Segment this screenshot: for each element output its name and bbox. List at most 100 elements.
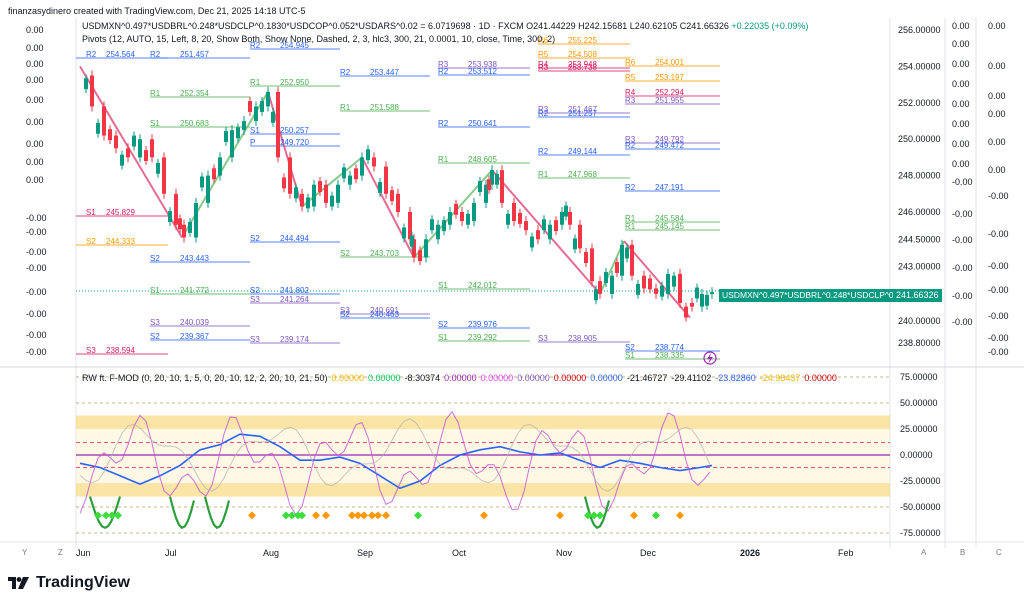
pivot-level-name: R2 xyxy=(625,183,636,192)
osc-green-marker xyxy=(282,511,290,520)
scale-a-button[interactable]: A xyxy=(921,548,927,557)
pivot-level-name: R4 xyxy=(625,88,636,97)
right-scale-value: 0.00 xyxy=(952,79,970,89)
symbol-title[interactable]: USDMXN^0.497*USDBRL^0.248*USDCLP^0.1830*… xyxy=(82,21,524,31)
candle-body xyxy=(248,100,252,112)
scale-y-button[interactable]: Y xyxy=(22,548,28,557)
tradingview-brand: TradingView xyxy=(8,574,130,592)
pivot-level-name: R5 xyxy=(625,73,636,82)
osc-tick: -75.00000 xyxy=(900,528,941,538)
candle-body xyxy=(242,121,246,131)
rw-title[interactable]: RW ft. F-MOD (0, 20, 10, 1, 5, 0, 20, 10… xyxy=(82,373,328,383)
left-scale-value: -0.00 xyxy=(26,330,47,340)
candle-body xyxy=(625,247,629,259)
candle-body xyxy=(144,150,148,162)
candle-body xyxy=(312,184,316,207)
right-scale-value-2: -0.00 xyxy=(988,333,1009,343)
candle-body xyxy=(666,273,670,294)
pivot-level-name: R2 xyxy=(538,147,549,156)
scale-z-button[interactable]: Z xyxy=(58,548,63,557)
candle-body xyxy=(442,220,446,232)
candle-body xyxy=(672,275,676,287)
right-scale-value-2: 0.00 xyxy=(988,61,1006,71)
price-tick: 243.00000 xyxy=(898,262,941,272)
candle-body xyxy=(90,75,94,107)
candle-body xyxy=(548,224,552,240)
rw-value: -21.46727 xyxy=(626,373,668,383)
candle-body xyxy=(490,170,494,185)
candle-body xyxy=(518,212,522,224)
pivots-legend[interactable]: Pivots (12, AUTO, 15, Left, 8, 20, Show … xyxy=(82,34,556,44)
pivot-level-name: S3 xyxy=(250,335,260,344)
pivot-level-value: 238.335 xyxy=(655,351,684,360)
pivot-level-name: R3 xyxy=(538,105,549,114)
candle-body xyxy=(560,212,564,225)
osc-tick: -50.00000 xyxy=(900,502,941,512)
candle-body xyxy=(360,157,364,176)
candle-body xyxy=(390,190,394,202)
candle-body xyxy=(402,227,406,239)
candle-body xyxy=(138,139,142,158)
left-scale-value: -0.00 xyxy=(26,309,47,319)
candle-body xyxy=(224,131,228,142)
candle-body xyxy=(573,238,577,250)
right-scale-value: 0.00 xyxy=(952,159,970,169)
pivot-level-value: 238.594 xyxy=(106,346,135,355)
osc-tick: 50.00000 xyxy=(900,398,938,408)
pivot-level-value: 254.508 xyxy=(568,50,597,59)
candle-body xyxy=(96,122,100,134)
candle-body xyxy=(412,239,416,258)
right-scale-value-2: 0.00 xyxy=(988,165,1006,175)
candle-body xyxy=(448,212,452,225)
rw-value: -29.41102 xyxy=(671,373,712,383)
osc-orange-marker xyxy=(368,511,376,520)
pivot-level-name: S1 xyxy=(86,208,96,217)
osc-green-marker xyxy=(108,511,116,520)
candle-body xyxy=(294,187,298,199)
candle-body xyxy=(484,184,488,203)
scale-c-button[interactable]: C xyxy=(996,548,1002,557)
candle-body xyxy=(200,176,204,188)
rw-value: 0.00000 xyxy=(331,373,365,383)
scale-b-button[interactable]: B xyxy=(960,548,966,557)
osc-mid-band xyxy=(76,429,890,484)
pivot-level-name: S1 xyxy=(625,351,635,360)
osc-green-hook xyxy=(203,496,231,530)
pivot-level-value: 254.945 xyxy=(280,41,309,50)
pivot-labels-layer: R2 254.564 R2 251.457 R2 254.945 R1 252.354 R1 25… xyxy=(86,36,684,360)
pivot-level-value: 243.443 xyxy=(180,254,209,263)
pivot-level-name: S3 xyxy=(340,306,350,315)
tradingview-logo-icon xyxy=(8,577,29,589)
pivot-level-value: 251.257 xyxy=(568,109,597,118)
candle-body xyxy=(705,294,709,306)
left-scale-value: 0.00 xyxy=(26,157,44,167)
pivot-level-value: 250.683 xyxy=(180,119,209,128)
candle-body xyxy=(194,202,198,238)
candle-body xyxy=(408,212,412,240)
candle-body xyxy=(424,239,428,258)
price-tick: 240.00000 xyxy=(898,316,941,326)
symbol-legend[interactable]: USDMXN^0.497*USDBRL^0.248*USDCLP^0.1830*… xyxy=(82,21,808,31)
price-tick: 256.00000 xyxy=(898,25,941,35)
candle-body xyxy=(236,127,240,139)
pivot-level-name: R1 xyxy=(538,170,549,179)
pivot-level-name: R2 xyxy=(438,119,449,128)
pivot-level-name: R1 xyxy=(438,155,449,164)
pivot-level-value: 249.472 xyxy=(655,141,684,150)
ohlc-close: C241.66326 xyxy=(679,21,729,31)
oscillator-axis: 75.00000 50.00000 25.00000 0.00000 -25.00000… xyxy=(900,372,941,538)
pivot-level-name: S2 xyxy=(150,254,160,263)
pivot-level-value: 247.191 xyxy=(655,183,684,192)
osc-green-marker xyxy=(94,511,102,520)
time-label-first: Jun xyxy=(76,548,91,558)
rw-indicator-legend[interactable]: RW ft. F-MOD (0, 20, 10, 1, 5, 0, 20, 10… xyxy=(82,373,845,383)
pivot-level-name: R5 xyxy=(538,50,549,59)
candle-body xyxy=(536,230,540,240)
pivot-level-value: 241.802 xyxy=(280,286,309,295)
osc-orange-marker xyxy=(348,511,356,520)
pivot-level-name: R1 xyxy=(150,89,161,98)
alert-icon[interactable] xyxy=(703,351,717,365)
time-tick: Oct xyxy=(452,548,467,558)
osc-orange-marker xyxy=(556,511,564,520)
chart-canvas[interactable]: R2 254.564 R2 251.457 R2 254.945 R1 252.354 R1 25… xyxy=(0,18,1024,558)
